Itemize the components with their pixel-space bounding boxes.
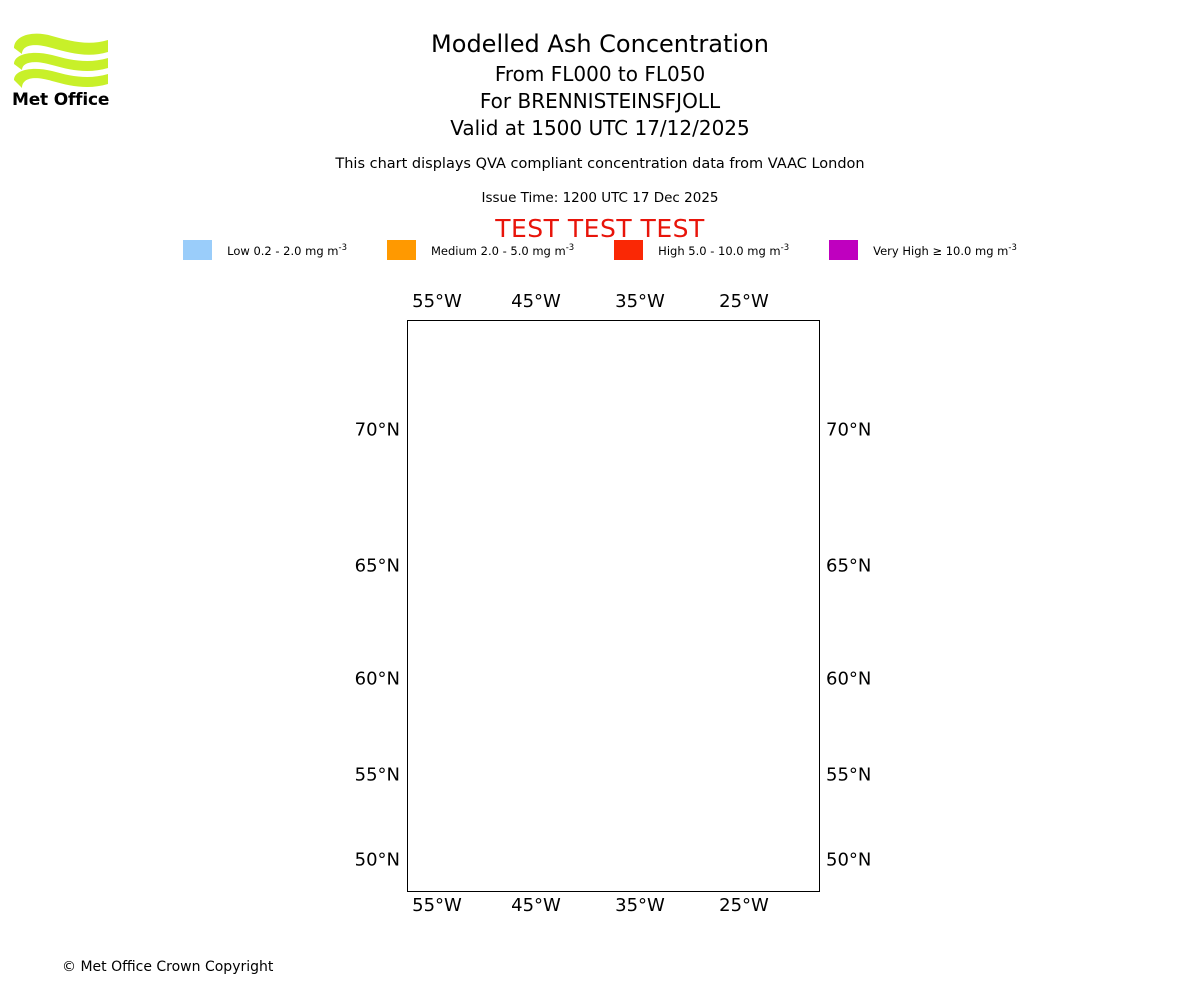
ytick-left-60: 60°N: [354, 668, 400, 690]
ytick-left-70: 70°N: [354, 419, 400, 441]
ytick-left-65: 65°N: [354, 555, 400, 577]
xtick-top-1: 45°W: [511, 291, 561, 312]
met-office-wordmark: Met Office: [12, 90, 110, 110]
ytick-right-55: 55°N: [826, 764, 872, 786]
page-title: Modelled Ash Concentration: [431, 30, 769, 58]
ytick-left-55: 55°N: [354, 764, 400, 786]
legend-item-high: High 5.0 - 10.0 mg m-3: [614, 240, 829, 260]
qva-note: This chart displays QVA compliant concen…: [335, 156, 865, 172]
ytick-right-65: 65°N: [826, 555, 872, 577]
map-border: [407, 320, 820, 892]
xtick-top-3: 25°W: [719, 291, 769, 312]
latitude-axis-right: 70°N 65°N 60°N 55°N 50°N: [826, 320, 1026, 892]
met-office-logo: [12, 26, 122, 116]
concentration-legend: Low 0.2 - 2.0 mg m-3 Medium 2.0 - 5.0 mg…: [0, 240, 1200, 260]
legend-swatch-low: [183, 240, 213, 260]
legend-label-high: High 5.0 - 10.0 mg m-3: [658, 242, 790, 258]
xtick-top-2: 35°W: [615, 291, 665, 312]
legend-swatch-high: [614, 240, 644, 260]
xtick-bottom-0: 55°W: [412, 895, 462, 916]
ytick-right-70: 70°N: [826, 419, 872, 441]
legend-item-low: Low 0.2 - 2.0 mg m-3: [183, 240, 387, 260]
flight-level-subtitle: From FL000 to FL050: [494, 62, 706, 86]
test-banner: TEST TEST TEST: [495, 214, 705, 243]
ytick-right-50: 50°N: [826, 849, 872, 871]
issue-time: Issue Time: 1200 UTC 17 Dec 2025: [481, 190, 719, 206]
latitude-axis-left: 70°N 65°N 60°N 55°N 50°N: [0, 320, 400, 892]
copyright-notice: © Met Office Crown Copyright: [62, 959, 274, 975]
met-office-wave-icon: [14, 33, 108, 88]
xtick-bottom-3: 25°W: [719, 895, 769, 916]
volcano-subtitle: For BRENNISTEINSFJOLL: [479, 89, 721, 113]
legend-swatch-medium: [386, 240, 416, 260]
ytick-left-50: 50°N: [354, 849, 400, 871]
legend-label-low: Low 0.2 - 2.0 mg m-3: [227, 242, 347, 258]
legend-swatch-very-high: [829, 240, 859, 260]
xtick-bottom-2: 35°W: [615, 895, 665, 916]
xtick-bottom-1: 45°W: [511, 895, 561, 916]
ytick-right-60: 60°N: [826, 668, 872, 690]
legend-label-very-high: Very High ≥ 10.0 mg m-3: [873, 242, 1017, 258]
longitude-axis-top: 55°W 45°W 35°W 25°W: [0, 291, 1200, 315]
valid-time-subtitle: Valid at 1500 UTC 17/12/2025: [450, 116, 750, 140]
longitude-axis-bottom: 55°W 45°W 35°W 25°W: [0, 895, 1200, 919]
chart-title-block: Modelled Ash Concentration From FL000 to…: [0, 28, 1200, 142]
ash-concentration-map[interactable]: [407, 320, 820, 892]
xtick-top-0: 55°W: [412, 291, 462, 312]
legend-label-medium: Medium 2.0 - 5.0 mg m-3: [430, 242, 575, 258]
legend-item-very-high: Very High ≥ 10.0 mg m-3: [829, 240, 1017, 260]
legend-item-medium: Medium 2.0 - 5.0 mg m-3: [386, 240, 614, 260]
